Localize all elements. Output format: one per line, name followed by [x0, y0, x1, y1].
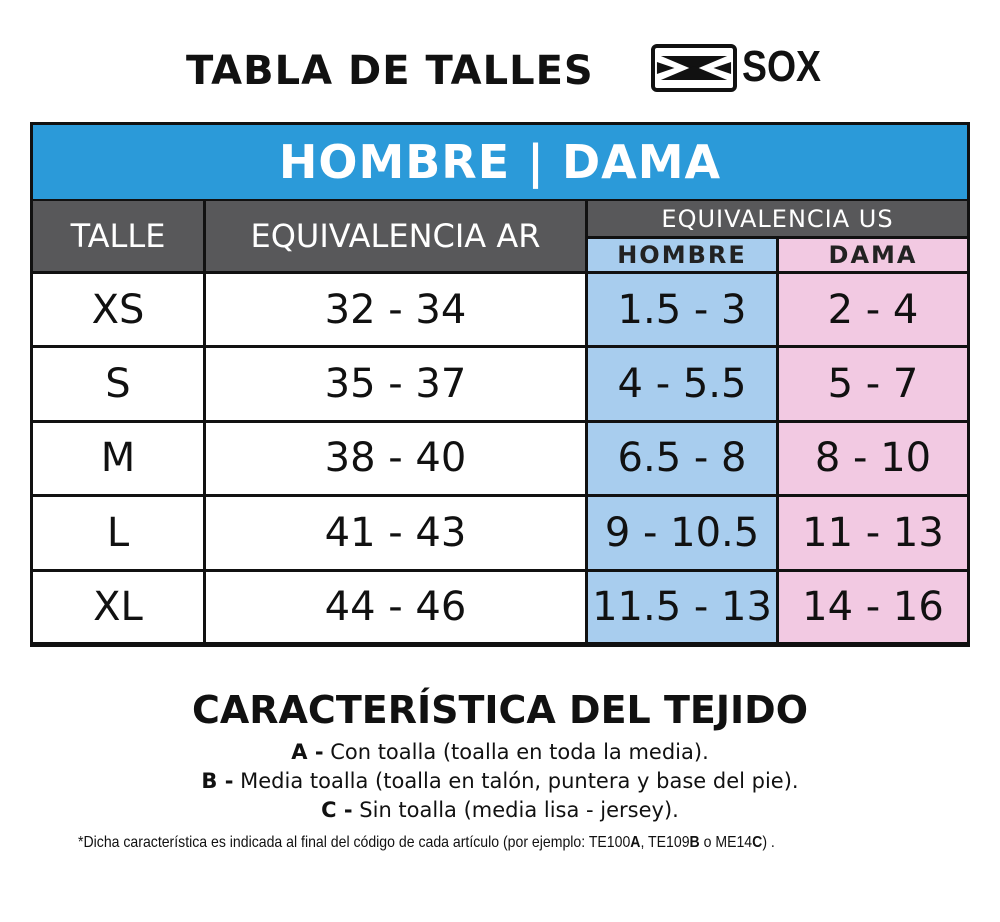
cell-dama: 5 - 7	[779, 348, 967, 420]
cell-dama: 14 - 16	[779, 571, 967, 642]
note-text: *Dicha característica es indicada al fin…	[78, 834, 631, 851]
cell-ar: 44 - 46	[206, 571, 585, 642]
fabric-code: C -	[321, 798, 353, 822]
cell-dama: 8 - 10	[779, 422, 967, 495]
cell-ar: 32 - 34	[206, 274, 585, 346]
fabric-title: CARACTERÍSTICA DEL TEJIDO	[191, 688, 809, 732]
cell-ar: 35 - 37	[206, 348, 585, 420]
cell-ar: 38 - 40	[206, 422, 585, 495]
note-text: ) .	[762, 834, 775, 851]
fabric-text: Con toalla (toalla en toda la media).	[323, 740, 709, 764]
fabric-item-c: C - Sin toalla (media lisa - jersey).	[0, 796, 1000, 825]
page-title: TABLA DE TALLES	[186, 48, 594, 94]
fabric-list: A - Con toalla (toalla en toda la media)…	[0, 738, 1000, 825]
col-header-talle: TALLE	[33, 201, 203, 271]
size-table: HOMBRE | DAMA TALLE EQUIVALENCIA AR EQUI…	[30, 122, 970, 647]
brand-name: SOX	[742, 42, 821, 91]
cell-hombre: 1.5 - 3	[588, 274, 776, 346]
cell-dama: 11 - 13	[779, 497, 967, 569]
note-text: o ME14	[699, 834, 753, 851]
fabric-text: Media toalla (toalla en talón, puntera y…	[233, 769, 799, 793]
cell-hombre: 4 - 5.5	[588, 348, 776, 420]
fabric-item-a: A - Con toalla (toalla en toda la media)…	[0, 738, 1000, 767]
cell-talle: XS	[33, 274, 203, 346]
note-code: C	[752, 834, 763, 851]
col-header-us-hombre: HOMBRE	[588, 239, 776, 271]
note-code: B	[689, 834, 700, 851]
col-header-ar: EQUIVALENCIA AR	[206, 201, 585, 271]
fabric-text: Sin toalla (media lisa - jersey).	[352, 798, 679, 822]
cell-hombre: 9 - 10.5	[588, 497, 776, 569]
fabric-code: A -	[291, 740, 324, 764]
cell-talle: XL	[33, 571, 203, 642]
col-header-us: EQUIVALENCIA US	[588, 201, 967, 236]
cell-hombre: 6.5 - 8	[588, 422, 776, 495]
note-text: , T	[640, 834, 657, 851]
col-header-us-dama: DAMA	[779, 239, 967, 271]
note-text: E109	[656, 834, 690, 851]
cell-talle: S	[33, 348, 203, 420]
cell-talle: M	[33, 422, 203, 495]
fabric-item-b: B - Media toalla (toalla en talón, punte…	[0, 767, 1000, 796]
sox-logo-icon	[651, 44, 737, 92]
cell-ar: 41 - 43	[206, 497, 585, 569]
cell-talle: L	[33, 497, 203, 569]
note-code: A	[630, 834, 641, 851]
fabric-code: B -	[201, 769, 234, 793]
cell-dama: 2 - 4	[779, 274, 967, 346]
table-group-title: HOMBRE | DAMA	[33, 125, 967, 199]
footnote: *Dicha característica es indicada al fin…	[78, 834, 775, 852]
cell-hombre: 11.5 - 13	[588, 571, 776, 642]
